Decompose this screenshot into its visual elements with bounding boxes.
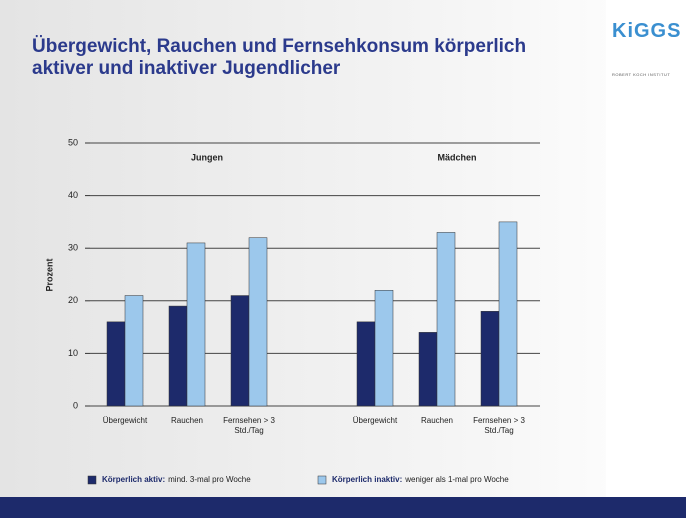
y-tick-label: 30 (68, 243, 78, 253)
x-tick-label: Übergewicht (352, 416, 398, 425)
bar (498, 221, 518, 407)
legend-description: weniger als 1-mal pro Woche (405, 475, 509, 484)
legend-description: mind. 3-mal pro Woche (168, 475, 251, 484)
bar (186, 242, 206, 407)
bar (374, 290, 394, 407)
footer-bar (0, 497, 686, 518)
bar (248, 237, 268, 407)
logo: KiGGS (612, 20, 682, 42)
legend-entry: Körperlich inaktiv: weniger als 1-mal pro… (332, 475, 509, 484)
bar (418, 332, 438, 407)
x-tick-label: Fernsehen > 3 Std./Tag (223, 416, 275, 435)
x-tick-label: Übergewicht (102, 416, 148, 425)
y-tick-label: 50 (68, 137, 78, 147)
y-axis-label: Prozent (44, 258, 54, 291)
y-tick-label: 0 (73, 400, 78, 410)
y-tick-label: 40 (68, 190, 78, 200)
x-tick-label: Fernsehen > 3 Std./Tag (473, 416, 525, 435)
bar (356, 321, 376, 407)
sidebar (606, 0, 686, 497)
legend-swatch (87, 475, 97, 485)
x-tick-label: Rauchen (420, 416, 454, 425)
bar (436, 232, 456, 407)
group-label: Jungen (191, 152, 223, 162)
bar (230, 295, 250, 407)
bar (106, 321, 126, 407)
legend-swatch (317, 475, 327, 485)
y-tick-label: 10 (68, 348, 78, 358)
legend-name: Körperlich aktiv: (102, 475, 166, 484)
legend-entry: Körperlich aktiv: mind. 3-mal pro Woche (102, 475, 251, 484)
slide-title: Übergewicht, Rauchen und Fernsehkonsum k… (32, 36, 527, 79)
bar (124, 295, 144, 407)
y-tick-label: 20 (68, 295, 78, 305)
bar (168, 305, 188, 407)
bar (480, 311, 500, 407)
group-label: Mädchen (437, 152, 476, 162)
legend-name: Körperlich inaktiv: (332, 475, 403, 484)
x-tick-label: Rauchen (170, 416, 204, 425)
institute: ROBERT KOCH INSTITUT (612, 72, 671, 77)
